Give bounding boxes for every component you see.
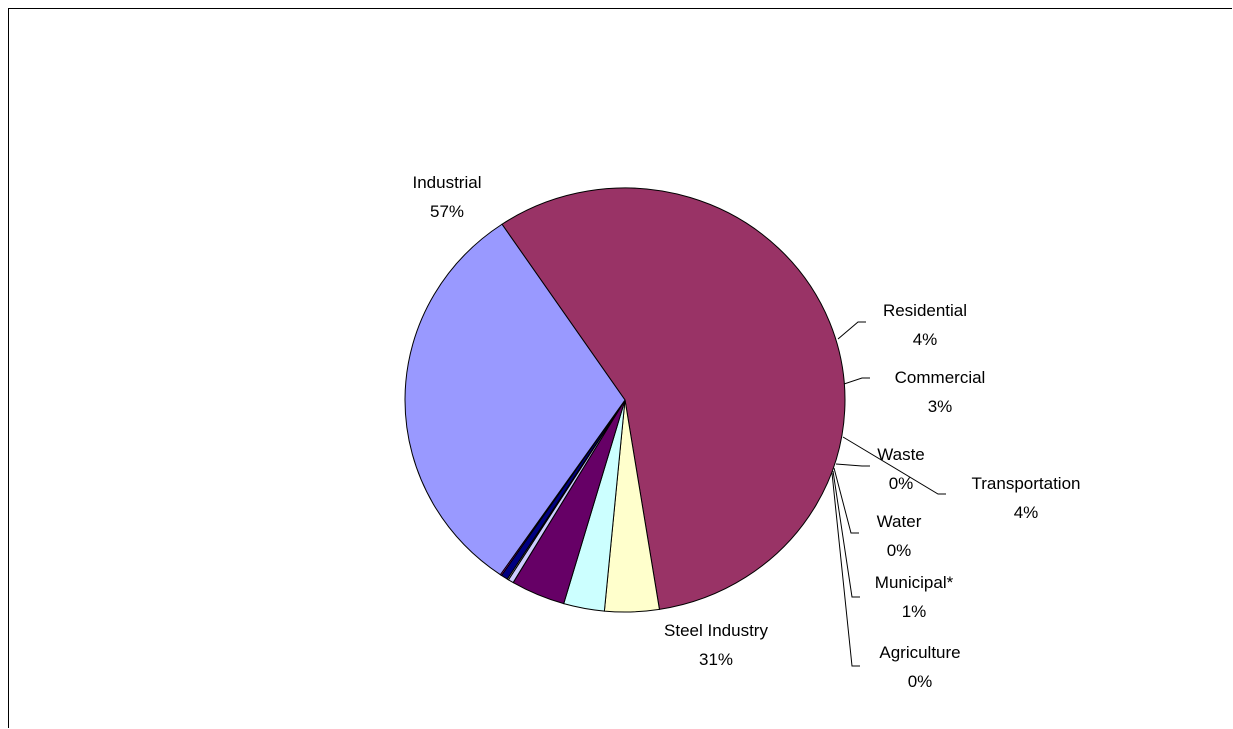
- slice-label-name: Transportation: [972, 474, 1081, 493]
- leader-line: [833, 467, 859, 534]
- slice-label-name: Agriculture: [879, 643, 960, 662]
- slice-label: Steel Industry 31%: [664, 621, 768, 669]
- slice-label-percent: 1%: [902, 602, 927, 621]
- slice-label: Waste 0%: [877, 445, 925, 493]
- slice-label: Commercial 3%: [895, 368, 986, 416]
- leader-line: [837, 321, 866, 340]
- leader-line: [842, 436, 946, 495]
- slice-label: Transportation 4%: [972, 474, 1081, 522]
- leader-line: [832, 470, 860, 598]
- slice-label-percent: 3%: [928, 397, 953, 416]
- slice-label-percent: 0%: [908, 672, 933, 691]
- slice-label-percent: 4%: [913, 330, 938, 349]
- chart-frame: [8, 8, 1232, 728]
- slice-label: Water 0%: [877, 512, 922, 560]
- slice-label-name: Waste: [877, 445, 925, 464]
- slice-label: Residential 4%: [883, 301, 967, 349]
- slice-label-percent: 4%: [1014, 503, 1039, 522]
- leader-line: [835, 463, 870, 467]
- slice-label: Agriculture 0%: [879, 643, 960, 691]
- pie-slice-steel-industry: [404, 223, 626, 576]
- slice-label-percent: 31%: [699, 650, 733, 669]
- slice-label-name: Industrial: [413, 173, 482, 192]
- slice-label-percent: 0%: [887, 541, 912, 560]
- slice-label-name: Residential: [883, 301, 967, 320]
- slice-label-name: Steel Industry: [664, 621, 768, 640]
- slice-label: Industrial 57%: [413, 173, 482, 221]
- slice-label-percent: 0%: [889, 474, 914, 493]
- slice-label-name: Commercial: [895, 368, 986, 387]
- slice-label-percent: 57%: [430, 202, 464, 221]
- pie-slice-industrial: [501, 187, 846, 610]
- slice-label: Municipal* 1%: [875, 573, 954, 621]
- leader-line: [831, 472, 860, 667]
- slice-label-name: Water: [877, 512, 922, 531]
- leader-line: [843, 377, 870, 385]
- slice-label-name: Municipal*: [875, 573, 954, 592]
